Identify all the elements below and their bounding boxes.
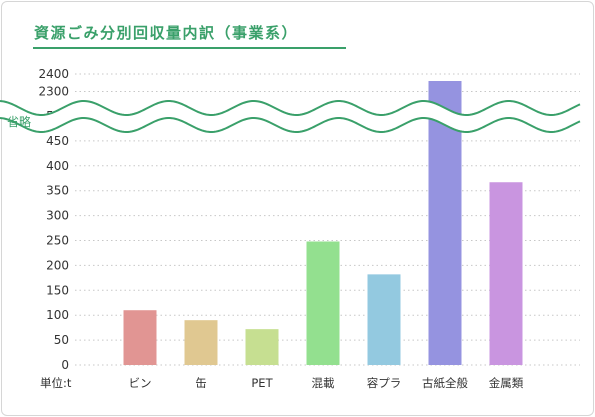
x-tick-label: 混載 [312, 376, 335, 390]
x-tick-label: 古紙全般 [422, 376, 468, 390]
bar-1 [124, 310, 157, 365]
bar-5 [368, 274, 401, 365]
x-tick-label: ビン [129, 376, 152, 390]
y-tick-label: 50 [54, 333, 69, 347]
axis-break [0, 101, 580, 132]
y-tick-label: 350 [46, 184, 69, 198]
bar-3 [246, 329, 279, 365]
y-tick-label: 2400 [38, 67, 69, 81]
unit-label: 単位:t [40, 376, 72, 390]
y-tick-label: 2300 [38, 85, 69, 99]
x-tick-label: 容プラ [367, 376, 402, 390]
break-label: 省略 [7, 114, 31, 129]
y-tick-label: 250 [46, 234, 69, 248]
y-tick-label: 100 [46, 308, 69, 322]
y-tick-label: 300 [46, 209, 69, 223]
y-tick-label: 0 [61, 358, 69, 372]
bar-4 [307, 241, 340, 365]
x-tick-labels: ビン 缶 PET 混載 容プラ 古紙全般 金属類 [129, 376, 524, 390]
y-tick-label: 150 [46, 283, 69, 297]
x-tick-label: 缶 [195, 376, 207, 390]
y-tick-label: 400 [46, 159, 69, 173]
x-tick-label: PET [251, 376, 273, 390]
x-tick-label: 金属類 [489, 376, 524, 390]
bar-2 [185, 320, 218, 365]
bar-7 [490, 182, 523, 365]
y-tick-label: 200 [46, 258, 69, 272]
y-tick-label: 450 [46, 134, 69, 148]
